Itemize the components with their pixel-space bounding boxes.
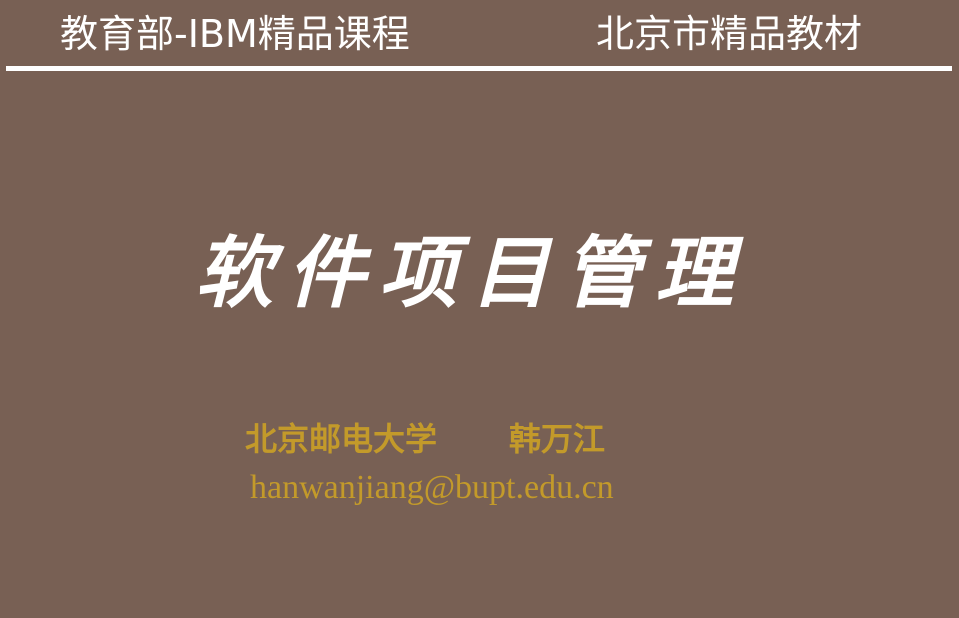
author-name: 韩万江 <box>509 420 606 458</box>
header-divider-inner <box>6 69 952 71</box>
header-left-title: 教育部-IBM精品课程 <box>60 12 410 56</box>
header-right-title: 北京市精品教材 <box>596 12 863 56</box>
author-email[interactable]: hanwanjiang@bupt.edu.cn <box>250 469 614 506</box>
slide-title: 软件项目管理 <box>195 228 748 319</box>
university-name: 北京邮电大学 <box>245 420 438 458</box>
author-line: 北京邮电大学 韩万江 <box>245 418 605 460</box>
